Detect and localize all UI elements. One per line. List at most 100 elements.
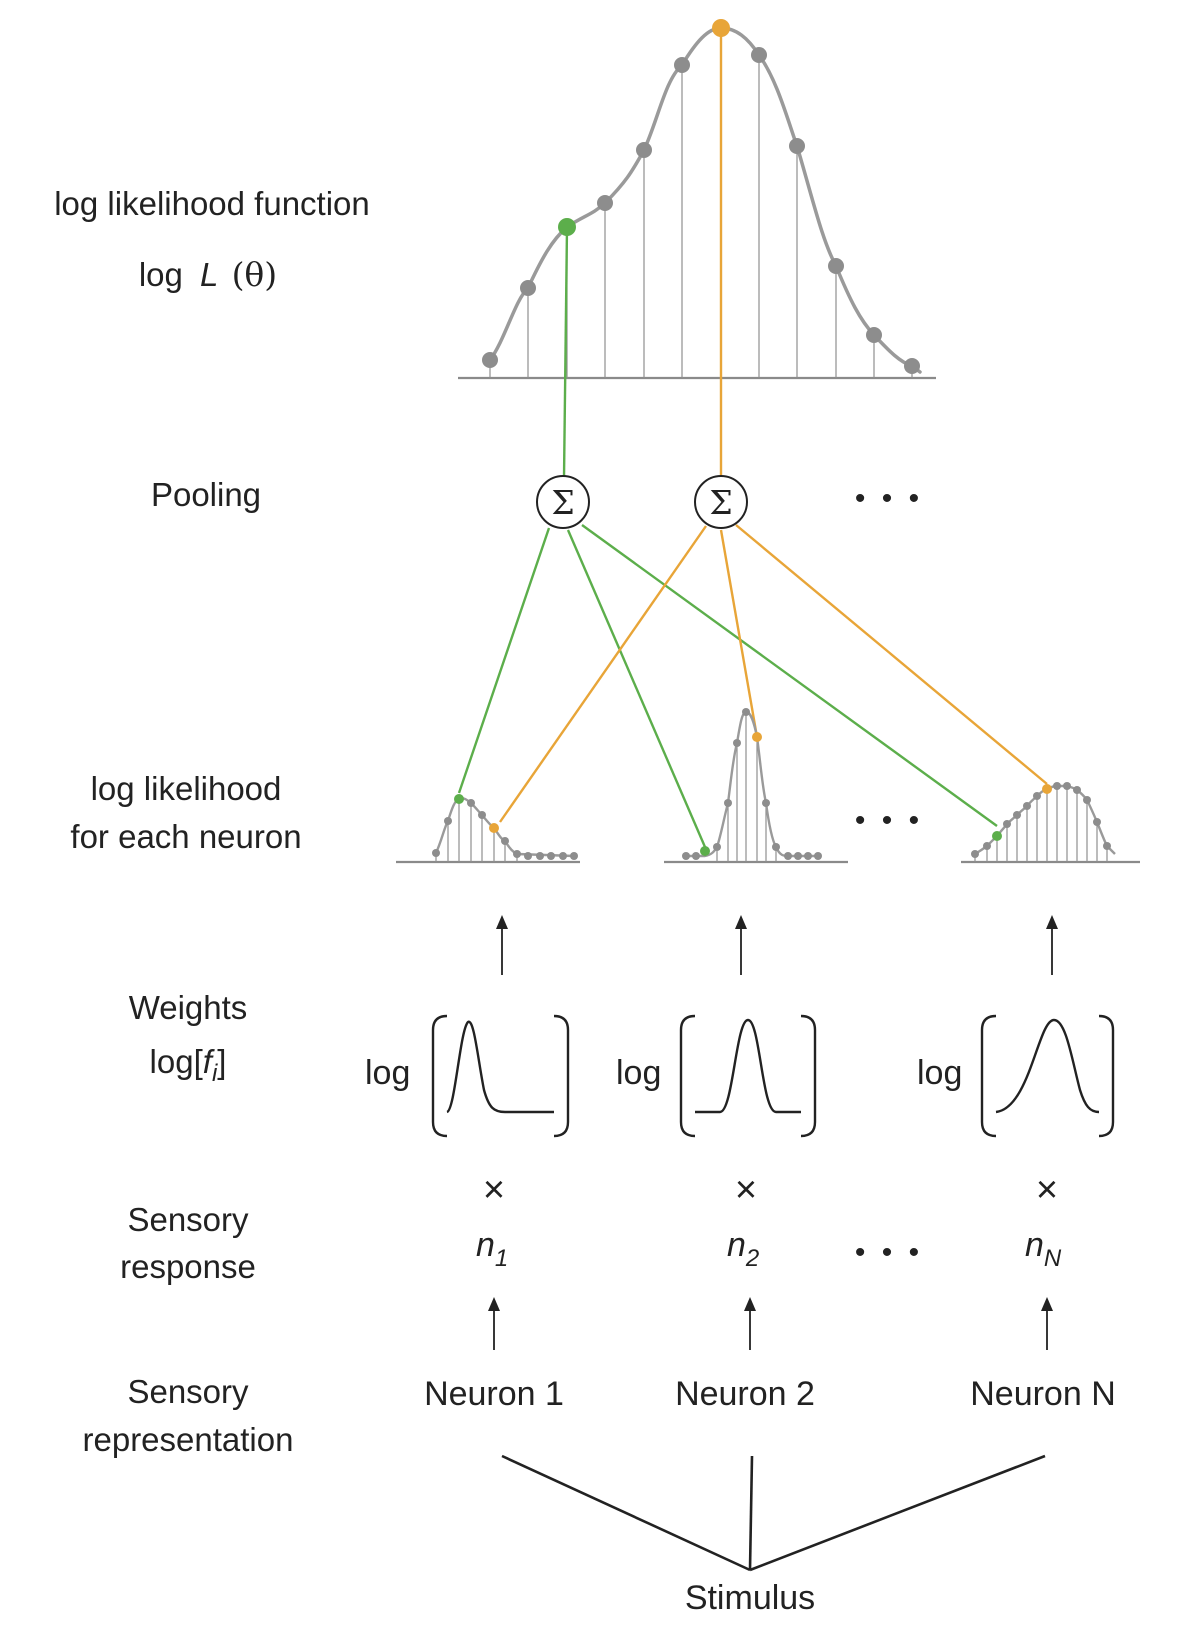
green-highlight-point [700, 846, 710, 856]
orange-link-neuronN [735, 524, 1048, 785]
green-link-neuron1 [457, 527, 551, 794]
data-point [1083, 796, 1091, 804]
up-arrows-neurons [488, 1297, 1053, 1350]
n-subscript: N [1044, 1245, 1062, 1272]
weights-row: log log log [365, 1014, 1115, 1138]
up-arrow-icon [488, 1297, 500, 1311]
label-sensory-rep-2: representation [83, 1421, 294, 1458]
data-point [794, 852, 802, 860]
neuron2-loglik-plot [664, 708, 848, 864]
orange-link-neuron1 [499, 525, 707, 823]
n-subscript: 2 [745, 1245, 759, 1272]
orange-highlight-point [752, 732, 762, 742]
n-main: n [476, 1226, 495, 1264]
data-point [570, 852, 578, 860]
neuron-names: Neuron 1 Neuron 2 Neuron N [424, 1375, 1116, 1413]
neuronN-n: nN [1025, 1226, 1062, 1272]
label-loglik-function: log likelihood function [54, 185, 370, 222]
data-point [762, 799, 770, 807]
weights-f-subscript: i [212, 1060, 218, 1087]
data-point [1073, 786, 1081, 794]
neuronN-log-label: log [917, 1054, 962, 1092]
data-point [971, 850, 979, 858]
data-point [814, 852, 822, 860]
neuron2-n: n2 [727, 1226, 759, 1272]
neuron1-name: Neuron 1 [424, 1375, 564, 1413]
loglik-symbol-log: log [139, 256, 183, 293]
up-arrow-icon [735, 915, 747, 929]
green-highlight-point [992, 831, 1002, 841]
neuronN-dots [971, 782, 1111, 858]
ellipsis-response: • • • [855, 1236, 923, 1269]
neuron2-loglik-curve [686, 710, 818, 858]
neuron1-tuning-curve [446, 1020, 554, 1114]
data-point [467, 799, 475, 807]
orange-highlight-point [1042, 784, 1052, 794]
neuronN-stems [974, 786, 1108, 862]
neuron2-dots [682, 708, 822, 860]
neuron1-loglik-plot [396, 794, 580, 864]
neuronN-weight: log [917, 1014, 1115, 1138]
neuronN-times: × [1036, 1169, 1058, 1211]
data-point [1033, 792, 1041, 800]
summation-sigma-icon [536, 475, 590, 529]
pooled-dots [482, 19, 920, 374]
green-link-neuronN [581, 524, 998, 827]
orange-highlight-point [489, 823, 499, 833]
stimulus-fan: Stimulus [501, 1454, 1046, 1617]
data-point [724, 799, 732, 807]
data-point [682, 852, 690, 860]
neuron2-weight: log [616, 1014, 817, 1138]
sigma-symbol: Σ [551, 483, 574, 522]
label-loglik-each-1: log likelihood [91, 770, 282, 807]
data-point [983, 842, 991, 850]
data-point [1103, 842, 1111, 850]
label-sensory-rep-1: Sensory [127, 1373, 249, 1410]
data-point [866, 327, 882, 343]
n-main: n [1025, 1226, 1044, 1264]
data-point [482, 352, 498, 368]
right-bracket [1098, 1014, 1115, 1138]
data-point [524, 852, 532, 860]
data-point [513, 850, 521, 858]
data-point [1023, 802, 1031, 810]
weights-close: ] [217, 1043, 226, 1080]
label-loglik-symbol: log L (θ) [139, 255, 277, 294]
data-point [1093, 818, 1101, 826]
n-subscript: 1 [495, 1245, 508, 1272]
neuron2-log-label: log [616, 1054, 661, 1092]
label-sensory-response-1: Sensory [127, 1201, 249, 1238]
label-pooling: Pooling [151, 476, 261, 513]
label-weights-2: log[fi] [150, 1043, 227, 1087]
right-bracket [553, 1014, 570, 1138]
data-point [1063, 782, 1071, 790]
loglik-symbol-theta: (θ) [232, 255, 278, 294]
data-point [547, 852, 555, 860]
data-point [520, 280, 536, 296]
data-point [1013, 811, 1021, 819]
pool-node-green: Σ [536, 475, 590, 529]
neuron2-name: Neuron 2 [675, 1375, 815, 1413]
label-weights-1: Weights [129, 989, 248, 1026]
ellipsis-loglik: • • • [855, 804, 923, 837]
neuron2-times: × [735, 1169, 757, 1211]
green-link-neuron2 [566, 529, 707, 848]
n-main: n [727, 1226, 746, 1264]
data-point [784, 852, 792, 860]
up-arrow-icon [496, 915, 508, 929]
data-point [444, 817, 452, 825]
data-point [733, 739, 741, 747]
data-point [478, 811, 486, 819]
up-arrows-weights [496, 915, 1058, 975]
loglik-symbol-L: L [200, 256, 218, 293]
neuron1-n: n1 [476, 1226, 508, 1272]
pooling-nodes: Σ Σ • • • [536, 475, 919, 529]
stimulus-label: Stimulus [685, 1579, 815, 1617]
data-point [828, 258, 844, 274]
up-arrow-icon [1046, 915, 1058, 929]
data-point [559, 852, 567, 860]
sigma-symbol: Σ [709, 483, 732, 522]
data-point [501, 837, 509, 845]
pooled-loglik-curve [488, 26, 922, 374]
